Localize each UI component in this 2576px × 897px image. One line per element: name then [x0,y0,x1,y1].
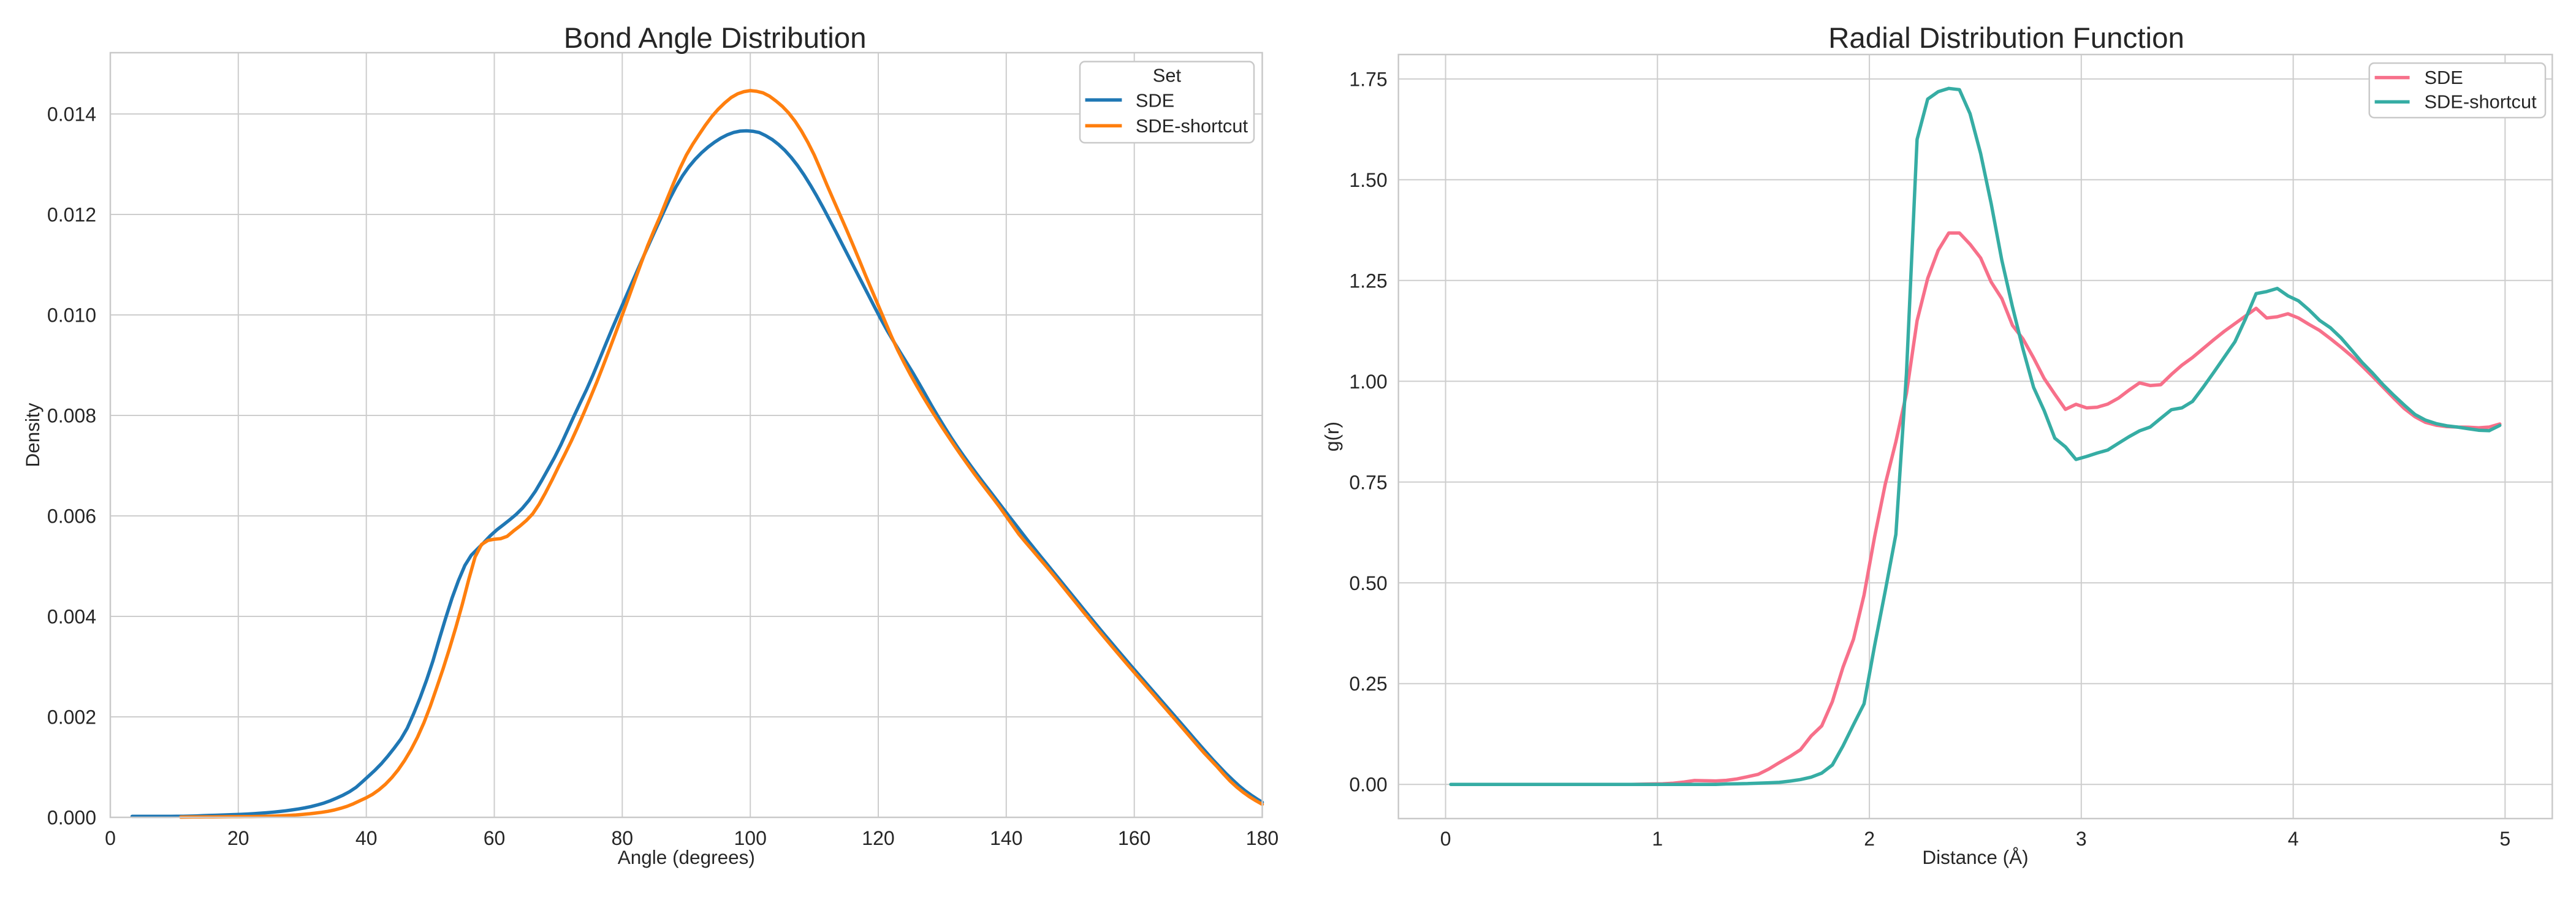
svg-text:g(r): g(r) [1321,422,1343,452]
svg-text:0.012: 0.012 [47,204,96,226]
svg-text:0.00: 0.00 [1349,774,1387,796]
svg-text:2: 2 [1864,828,1875,850]
svg-text:SDE: SDE [1136,89,1174,111]
svg-text:SDE-shortcut: SDE-shortcut [2425,91,2537,113]
svg-text:Radial Distribution Function: Radial Distribution Function [1828,22,2184,55]
svg-text:SDE-shortcut: SDE-shortcut [1136,115,1248,137]
svg-text:0.006: 0.006 [47,505,96,528]
svg-text:0.008: 0.008 [47,405,96,427]
svg-text:0.010: 0.010 [47,305,96,327]
svg-text:0.002: 0.002 [47,706,96,729]
svg-text:Bond Angle Distribution: Bond Angle Distribution [564,22,867,55]
svg-text:0: 0 [105,827,116,849]
svg-text:60: 60 [484,827,506,849]
svg-text:0.000: 0.000 [47,807,96,829]
svg-text:Set: Set [1153,65,1182,86]
svg-text:140: 140 [990,827,1022,849]
svg-text:0.75: 0.75 [1349,471,1387,493]
svg-text:0.014: 0.014 [47,104,96,126]
svg-text:0: 0 [1440,828,1451,850]
svg-text:180: 180 [1246,827,1279,849]
svg-text:Distance (Å): Distance (Å) [1922,846,2028,868]
svg-text:20: 20 [227,827,249,849]
svg-text:80: 80 [612,827,634,849]
svg-text:120: 120 [862,827,894,849]
svg-text:1.25: 1.25 [1349,270,1387,292]
svg-text:1.75: 1.75 [1349,68,1387,90]
svg-text:1.00: 1.00 [1349,371,1387,393]
svg-text:4: 4 [2288,828,2299,850]
svg-text:Angle (degrees): Angle (degrees) [618,846,755,868]
svg-text:0.25: 0.25 [1349,673,1387,695]
svg-text:160: 160 [1118,827,1150,849]
svg-text:5: 5 [2499,828,2510,850]
svg-text:0.50: 0.50 [1349,572,1387,594]
svg-text:1: 1 [1652,828,1663,850]
svg-text:40: 40 [355,827,378,849]
svg-text:1.50: 1.50 [1349,169,1387,191]
svg-text:100: 100 [734,827,767,849]
svg-text:SDE: SDE [2425,67,2463,88]
svg-text:0.004: 0.004 [47,606,96,628]
svg-text:Density: Density [21,403,44,467]
svg-text:3: 3 [2076,828,2087,850]
